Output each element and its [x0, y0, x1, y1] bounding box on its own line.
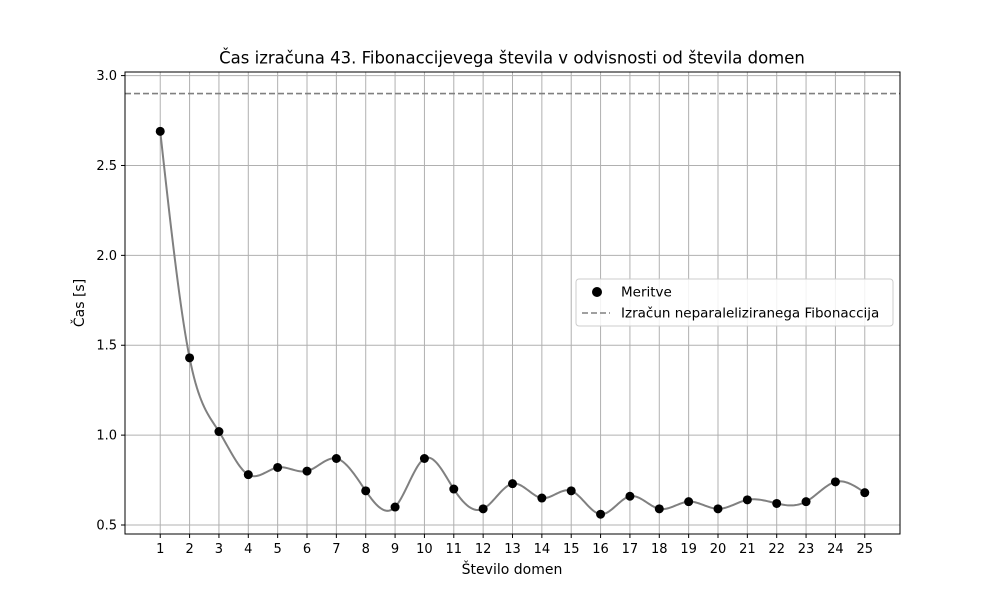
data-point — [684, 497, 694, 507]
x-tick-label: 11 — [446, 542, 463, 557]
data-point — [390, 502, 400, 512]
x-tick-label: 13 — [504, 542, 521, 557]
x-tick-label: 1 — [156, 542, 164, 557]
plot-frame — [124, 71, 901, 535]
data-point — [243, 470, 253, 480]
x-axis-label: Število domen — [462, 560, 563, 578]
data-point — [742, 495, 752, 505]
data-point — [419, 453, 429, 463]
x-tick-label: 8 — [362, 542, 370, 557]
x-tick-label: 3 — [215, 542, 223, 557]
x-axis-ticks: 1 2 3 4 5 6 7 8 9 10 11 12 13 14 15 16 17 18 19 20 21 22 23 24 2… — [156, 534, 873, 557]
data-point — [361, 486, 371, 496]
x-tick-label: 24 — [827, 542, 844, 557]
data-point — [860, 488, 870, 498]
chart-title: Čas izračuna 43. Fibonaccijevega števila… — [219, 49, 805, 68]
data-point — [214, 427, 224, 437]
y-tick-label: 2.5 — [96, 159, 117, 174]
x-tick-label: 7 — [332, 542, 340, 557]
x-tick-label: 12 — [475, 542, 492, 557]
x-tick-label: 9 — [391, 542, 399, 557]
x-tick-label: 15 — [563, 542, 580, 557]
x-tick-label: 6 — [303, 542, 311, 557]
data-point — [331, 453, 341, 463]
x-tick-label: 22 — [768, 542, 785, 557]
data-point — [155, 126, 165, 136]
legend-label-fibonacci: Izračun neparaleliziranega Fibonaccija — [621, 306, 879, 322]
data-point — [302, 466, 312, 476]
data-point — [654, 504, 664, 514]
points-layer — [155, 126, 870, 519]
data-point — [185, 353, 195, 363]
data-point — [713, 504, 723, 514]
y-tick-label: 3.0 — [96, 69, 117, 84]
data-point — [537, 493, 547, 503]
data-point — [625, 491, 635, 501]
data-point — [830, 477, 840, 487]
data-point — [566, 486, 576, 496]
data-point — [596, 509, 606, 519]
data-point — [772, 498, 782, 508]
data-point — [273, 462, 283, 472]
y-axis-ticks: 0.5 1.0 1.5 2.0 2.5 3.0 — [96, 69, 125, 534]
y-tick-label: 2.0 — [96, 249, 117, 264]
x-tick-label: 10 — [416, 542, 433, 557]
y-axis-label: Čas [s] — [70, 279, 88, 327]
y-tick-label: 1.0 — [96, 429, 117, 444]
x-tick-label: 19 — [680, 542, 697, 557]
y-tick-label: 1.5 — [96, 339, 117, 354]
data-point — [801, 497, 811, 507]
legend-label-meritve: Meritve — [621, 285, 672, 301]
x-tick-label: 20 — [710, 542, 727, 557]
x-tick-label: 4 — [244, 542, 252, 557]
x-tick-label: 17 — [622, 542, 639, 557]
legend-marker-meritve — [592, 287, 602, 297]
data-point — [478, 504, 488, 514]
legend: Meritve Izračun neparaleliziranega Fibon… — [575, 278, 894, 327]
x-tick-label: 5 — [274, 542, 282, 557]
x-tick-label: 23 — [798, 542, 815, 557]
x-tick-label: 25 — [856, 542, 873, 557]
y-tick-label: 0.5 — [96, 519, 117, 534]
x-tick-label: 16 — [592, 542, 609, 557]
x-tick-label: 21 — [739, 542, 756, 557]
legend-box — [575, 278, 894, 327]
x-tick-label: 2 — [185, 542, 193, 557]
x-tick-label: 14 — [534, 542, 551, 557]
data-point — [449, 484, 459, 494]
data-point — [508, 479, 517, 489]
x-tick-label: 18 — [651, 542, 668, 557]
